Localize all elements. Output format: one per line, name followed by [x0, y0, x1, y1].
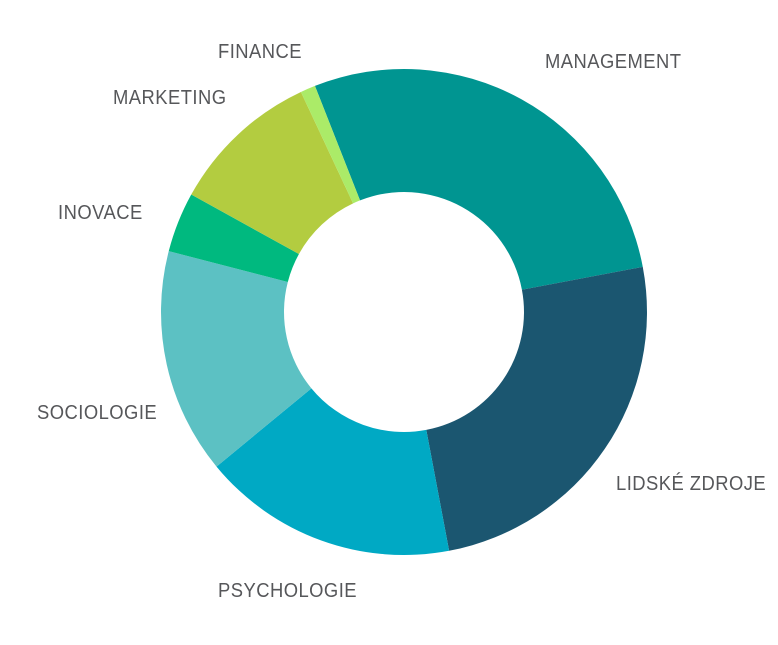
slice-label-sociologie: SOCIOLOGIE	[37, 402, 158, 424]
slice-psychologie[interactable]	[216, 388, 450, 555]
slice-lidske-zdroje[interactable]	[426, 266, 647, 551]
slice-marketing[interactable]	[191, 91, 354, 255]
slice-management[interactable]	[314, 69, 643, 290]
slice-sociologie[interactable]	[161, 251, 312, 467]
slice-label-inovace: INOVACE	[58, 202, 143, 224]
slice-finance[interactable]	[300, 85, 361, 204]
slice-label-finance: FINANCE	[218, 41, 302, 63]
slice-label-marketing: MARKETING	[113, 87, 227, 109]
slice-label-lidske-zdroje: LIDSKÉ ZDROJE	[616, 473, 767, 495]
slice-inovace[interactable]	[168, 194, 299, 282]
slice-label-psychologie: PSYCHOLOGIE	[218, 580, 358, 602]
slice-label-management: MANAGEMENT	[545, 51, 682, 73]
